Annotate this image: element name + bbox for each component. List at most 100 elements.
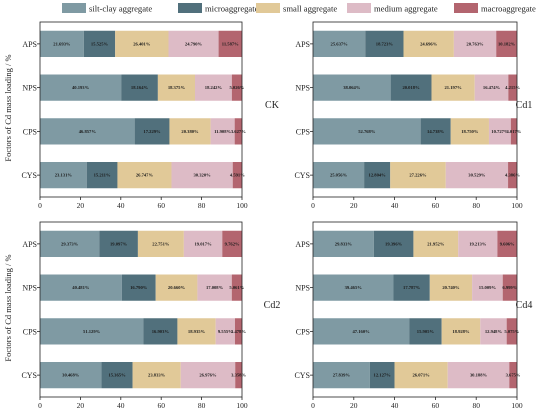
category-label: CPS <box>23 327 37 336</box>
legend-swatch <box>178 3 202 13</box>
bar-segment <box>496 30 518 57</box>
data-label: 16.474% <box>483 85 501 90</box>
category-label: CYS <box>294 171 310 180</box>
bar-segment <box>218 30 242 57</box>
legend-item: macroaggregate <box>454 3 536 14</box>
bar-segment <box>40 118 135 145</box>
x-tick-label: 80 <box>198 201 206 210</box>
bar-segment <box>121 274 156 301</box>
data-label: 26.401% <box>133 41 151 46</box>
data-label: 29.833% <box>335 241 353 246</box>
x-tick-label: 20 <box>350 401 358 409</box>
data-label: 15.211% <box>94 173 111 178</box>
bar-segment <box>183 230 223 257</box>
data-label: 19.396% <box>385 241 403 246</box>
bar-segment <box>420 118 451 145</box>
bar-segment <box>177 318 216 345</box>
x-tick-label: 0 <box>38 201 42 210</box>
bar-segment <box>447 362 510 389</box>
data-label: 27.226% <box>409 173 427 178</box>
plot-frame <box>39 221 243 398</box>
bar-segment <box>40 74 122 101</box>
data-label: 15.905% <box>417 329 435 334</box>
legend-label: microaggregate <box>205 4 259 14</box>
data-label: 40.193% <box>72 85 90 90</box>
data-label: 9.762% <box>225 241 240 246</box>
x-tick-label: 40 <box>117 201 125 210</box>
data-label: 10.182% <box>498 41 516 46</box>
bar-segment <box>194 74 232 101</box>
data-label: 19.097% <box>110 241 128 246</box>
bar-segment <box>313 162 365 189</box>
x-tick-label: 40 <box>391 201 399 210</box>
panel-label: Cd1 <box>516 100 533 111</box>
bar-segment <box>365 30 404 57</box>
bar-segment <box>450 118 489 145</box>
chart-panel: 29.833% 19.396% 21.952% 19.213% 9.606% APS 39.… <box>294 221 533 409</box>
bar-segment <box>313 274 394 301</box>
x-tick-label: 60 <box>432 401 440 409</box>
legend-label: macroaggregate <box>481 4 536 14</box>
bar-segment <box>234 318 242 345</box>
x-tick-label: 0 <box>311 401 315 409</box>
data-label: 16.903% <box>152 329 170 334</box>
bar-segment <box>210 118 235 145</box>
bar-segment <box>155 274 198 301</box>
bar-segment <box>101 362 133 389</box>
data-label: 26.976% <box>199 373 217 378</box>
x-tick-label: 80 <box>198 401 206 409</box>
bar-segment <box>83 30 116 57</box>
bar-segment <box>180 362 236 389</box>
legend-swatch <box>454 3 478 13</box>
bar-segment <box>390 74 432 101</box>
bar-segment <box>488 118 511 145</box>
bar-segment <box>40 274 122 301</box>
data-label: 18.723% <box>376 41 394 46</box>
data-label: 5.026% <box>229 85 244 90</box>
category-label: APS <box>295 40 310 49</box>
data-label: 24.696% <box>420 41 438 46</box>
bar-segment <box>509 362 517 389</box>
bar-segment <box>458 230 498 257</box>
data-label: 10.727% <box>491 129 509 134</box>
legend-label: medium aggregate <box>374 4 438 14</box>
data-label: 19.017% <box>194 241 212 246</box>
data-label: 9.555% <box>218 329 233 334</box>
data-label: 12.804% <box>369 173 387 178</box>
panel-label: Cd4 <box>516 300 533 311</box>
data-label: 24.790% <box>185 41 203 46</box>
chart-panel: 29.373% 19.097% 22.751% 19.017% 9.762% APS 40.… <box>21 221 280 409</box>
data-label: 39.465% <box>345 285 363 290</box>
bar-segment <box>168 30 219 57</box>
bar-segment <box>169 118 211 145</box>
data-label: 3.627% <box>231 129 246 134</box>
category-label: NPS <box>22 84 37 93</box>
data-label: 12.948% <box>485 329 503 334</box>
bar-segment <box>215 318 235 345</box>
bar-segment <box>40 318 144 345</box>
x-tick-label: 100 <box>511 201 523 210</box>
data-label: 11.908% <box>214 129 231 134</box>
y-axis-label-top: Foctors of Cd mass loading / % <box>3 54 13 161</box>
data-label: 18.928% <box>452 329 470 334</box>
bar-segment <box>313 318 410 345</box>
bar-segment <box>235 362 242 389</box>
bar-segment <box>232 162 242 189</box>
bar-segment <box>506 318 518 345</box>
legend-item: medium aggregate <box>347 3 438 14</box>
data-label: 23.833% <box>148 373 166 378</box>
data-label: 52.768% <box>358 129 376 134</box>
data-label: 18.375% <box>168 85 186 90</box>
bar-segment <box>472 274 503 301</box>
bar-segment <box>429 274 473 301</box>
chart-panel: 25.637% 18.723% 24.696% 20.763% 10.182% APS 38… <box>294 21 533 210</box>
y-axis-label-bottom: Foctors of Cd mass loading / % <box>3 254 13 361</box>
data-label: 30.188% <box>470 373 488 378</box>
data-label: 4.386% <box>505 173 520 178</box>
bar-segment <box>40 362 102 389</box>
bar-segment <box>134 118 170 145</box>
category-label: CPS <box>296 127 310 136</box>
category-label: CPS <box>296 327 310 336</box>
bar-segment <box>132 362 181 389</box>
data-label: 20.660% <box>168 285 186 290</box>
